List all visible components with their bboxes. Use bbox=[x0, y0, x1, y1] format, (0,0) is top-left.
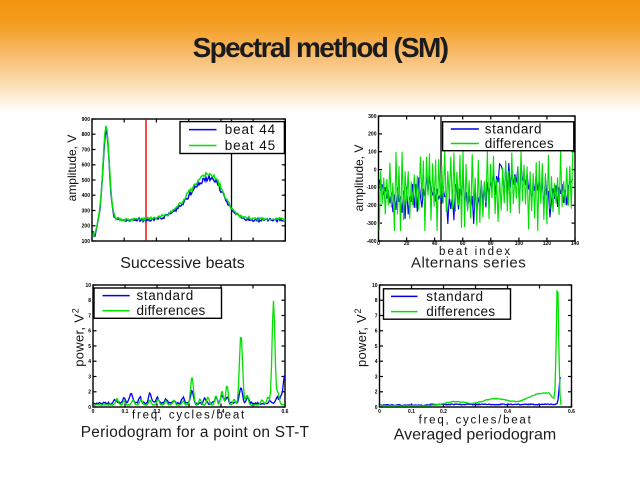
svg-text:500: 500 bbox=[82, 178, 91, 184]
svg-text:100: 100 bbox=[82, 239, 91, 245]
svg-text:900: 900 bbox=[82, 117, 91, 123]
svg-text:400: 400 bbox=[82, 193, 91, 199]
svg-text:80: 80 bbox=[488, 241, 494, 247]
svg-text:Successive beats: Successive beats bbox=[120, 255, 245, 272]
svg-text:7: 7 bbox=[375, 313, 378, 319]
svg-text:7: 7 bbox=[88, 313, 91, 319]
svg-text:6: 6 bbox=[375, 329, 378, 335]
svg-text:10: 10 bbox=[85, 283, 91, 289]
svg-text:standard: standard bbox=[426, 289, 483, 304]
svg-text:600: 600 bbox=[82, 163, 91, 169]
svg-text:20: 20 bbox=[404, 241, 410, 247]
svg-text:5: 5 bbox=[88, 344, 91, 350]
svg-text:Averaged periodogram: Averaged periodogram bbox=[394, 427, 556, 444]
svg-text:5: 5 bbox=[375, 344, 378, 350]
svg-text:0: 0 bbox=[88, 405, 91, 411]
svg-text:power, V: power, V bbox=[72, 314, 87, 367]
svg-text:-200: -200 bbox=[366, 203, 376, 209]
svg-text:120: 120 bbox=[543, 241, 552, 247]
svg-text:200: 200 bbox=[368, 132, 377, 138]
svg-text:0.2: 0.2 bbox=[440, 409, 447, 415]
svg-text:0: 0 bbox=[375, 405, 378, 411]
svg-text:-400: -400 bbox=[366, 239, 376, 245]
svg-text:amplitude, V: amplitude, V bbox=[65, 135, 79, 202]
svg-text:60: 60 bbox=[460, 241, 466, 247]
svg-text:0.1: 0.1 bbox=[122, 409, 129, 415]
svg-text:0: 0 bbox=[92, 409, 95, 415]
svg-text:differences: differences bbox=[137, 303, 206, 318]
svg-text:Periodogram for a point on ST-: Periodogram for a point on ST-T bbox=[81, 424, 310, 441]
svg-text:0.2: 0.2 bbox=[154, 409, 161, 415]
svg-text:Alternans series: Alternans series bbox=[411, 255, 526, 272]
svg-text:beat index: beat index bbox=[439, 246, 512, 258]
svg-text:800: 800 bbox=[82, 132, 91, 138]
svg-text:6: 6 bbox=[88, 329, 91, 335]
svg-text:300: 300 bbox=[368, 114, 377, 120]
svg-text:beat 45: beat 45 bbox=[225, 138, 276, 153]
svg-text:-300: -300 bbox=[366, 221, 376, 227]
svg-text:0.4: 0.4 bbox=[218, 409, 225, 415]
svg-text:freq, cycles/beat: freq, cycles/beat bbox=[132, 410, 246, 422]
svg-text:700: 700 bbox=[82, 147, 91, 153]
svg-text:freq, cycles/beat: freq, cycles/beat bbox=[419, 415, 533, 427]
svg-text:10: 10 bbox=[372, 283, 378, 289]
svg-text:0: 0 bbox=[374, 167, 377, 173]
svg-text:100: 100 bbox=[368, 150, 377, 156]
svg-text:0.4: 0.4 bbox=[504, 409, 511, 415]
svg-text:140: 140 bbox=[571, 241, 580, 247]
svg-text:8: 8 bbox=[375, 298, 378, 304]
svg-text:differences: differences bbox=[485, 136, 554, 151]
svg-text:2: 2 bbox=[375, 390, 378, 396]
svg-text:-100: -100 bbox=[366, 185, 376, 191]
svg-text:0.6: 0.6 bbox=[282, 409, 289, 415]
svg-text:200: 200 bbox=[82, 224, 91, 230]
svg-text:standard: standard bbox=[137, 288, 194, 303]
svg-text:4: 4 bbox=[375, 359, 378, 365]
svg-text:2: 2 bbox=[88, 390, 91, 396]
svg-text:0.6: 0.6 bbox=[568, 409, 575, 415]
svg-text:0.1: 0.1 bbox=[408, 409, 415, 415]
svg-text:power, V: power, V bbox=[354, 314, 369, 367]
svg-text:3: 3 bbox=[375, 374, 378, 380]
svg-text:2: 2 bbox=[353, 308, 363, 313]
svg-text:300: 300 bbox=[82, 208, 91, 214]
svg-text:standard: standard bbox=[485, 121, 542, 136]
svg-text:4: 4 bbox=[88, 359, 91, 365]
svg-text:0: 0 bbox=[377, 241, 380, 247]
svg-text:8: 8 bbox=[88, 298, 91, 304]
svg-text:beat 44: beat 44 bbox=[225, 122, 276, 137]
svg-text:100: 100 bbox=[515, 241, 524, 247]
svg-text:differences: differences bbox=[426, 304, 495, 319]
svg-text:2: 2 bbox=[71, 308, 81, 313]
svg-text:amplitude, V: amplitude, V bbox=[352, 145, 366, 212]
svg-text:0: 0 bbox=[378, 409, 381, 415]
svg-text:3: 3 bbox=[88, 374, 91, 380]
svg-text:40: 40 bbox=[432, 241, 438, 247]
